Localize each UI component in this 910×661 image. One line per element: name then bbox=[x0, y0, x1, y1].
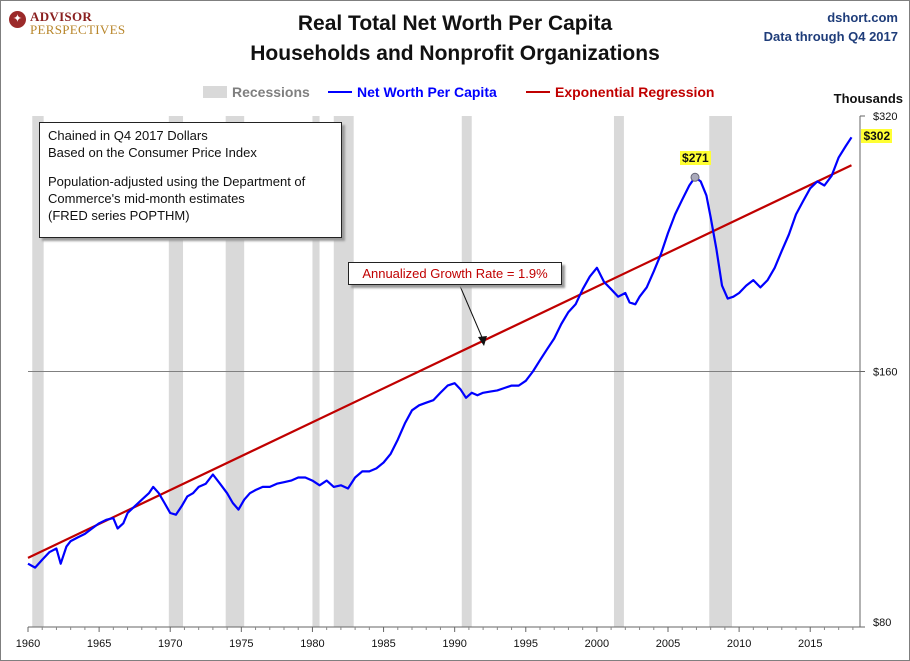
net-worth-line bbox=[27, 136, 853, 569]
source-note: Data through Q4 2017 bbox=[763, 29, 898, 44]
legend-net-worth: Net Worth Per Capita bbox=[328, 84, 497, 100]
methodology-note: Chained in Q4 2017 Dollars Based on the … bbox=[39, 122, 342, 238]
net-worth-swatch bbox=[328, 91, 352, 93]
source-block: dshort.com Data through Q4 2017 bbox=[764, 8, 898, 46]
x-tick-label-2010: 2010 bbox=[727, 638, 751, 650]
x-tick-label-1975: 1975 bbox=[229, 638, 253, 650]
y-tick-label-320: $320 bbox=[873, 111, 897, 123]
legend-net-worth-label: Net Worth Per Capita bbox=[357, 84, 497, 100]
x-tick-label-1990: 1990 bbox=[442, 638, 466, 650]
y-axis-units: Thousands bbox=[833, 91, 903, 106]
x-tick-label-2000: 2000 bbox=[585, 638, 609, 650]
regression-line bbox=[27, 164, 852, 559]
x-tick-label-2015: 2015 bbox=[798, 638, 822, 650]
chart-subtitle: Households and Nonprofit Organizations bbox=[250, 42, 660, 65]
axis-layer: 1960 1965 1970 1975 1980 1985 1990 1995 2000 2005… bbox=[16, 111, 898, 650]
x-tick-label-1980: 1980 bbox=[300, 638, 324, 650]
series-layer bbox=[27, 136, 853, 569]
growth-rate-annotation: Annualized Growth Rate = 1.9% bbox=[348, 262, 562, 285]
growth-arrow-line bbox=[459, 285, 485, 343]
recession-swatch bbox=[203, 86, 227, 98]
logo-line2: PERSPECTIVES bbox=[30, 22, 126, 37]
x-tick-label-1965: 1965 bbox=[87, 638, 111, 650]
note-line1: Chained in Q4 2017 Dollars bbox=[48, 128, 208, 143]
legend-recessions-label: Recessions bbox=[232, 84, 310, 100]
note-line2: Based on the Consumer Price Index bbox=[48, 145, 257, 160]
regression-swatch bbox=[526, 91, 550, 93]
x-tick-label-1970: 1970 bbox=[158, 638, 182, 650]
y-tick-label-80: $80 bbox=[873, 617, 891, 629]
peak-2007-callout: $271 bbox=[680, 151, 711, 166]
x-tick-label-1985: 1985 bbox=[371, 638, 395, 650]
logo-line1: ADVISOR bbox=[30, 9, 93, 24]
note-line3: Population-adjusted using the Department… bbox=[48, 174, 306, 189]
x-tick-label-1960: 1960 bbox=[16, 638, 40, 650]
legend-regression-label: Exponential Regression bbox=[555, 84, 715, 100]
legend-regression: Exponential Regression bbox=[526, 84, 714, 100]
peak-marker bbox=[690, 172, 700, 182]
latest-value-callout: $302 bbox=[861, 129, 893, 144]
note-line5: (FRED series POPTHM) bbox=[48, 208, 190, 223]
advisor-perspectives-logo: ✦ ADVISOR PERSPECTIVES bbox=[9, 9, 139, 39]
label-layer bbox=[459, 285, 487, 346]
source-site: dshort.com bbox=[827, 10, 898, 25]
x-tick-label-2005: 2005 bbox=[656, 638, 680, 650]
y-tick-label-160: $160 bbox=[873, 367, 897, 379]
note-line4: Commerce's mid-month estimates bbox=[48, 191, 245, 206]
compass-icon: ✦ bbox=[9, 11, 26, 28]
growth-arrow-head bbox=[478, 336, 487, 346]
legend-recessions: Recessions bbox=[203, 84, 310, 100]
chart-title: Real Total Net Worth Per Capita bbox=[297, 12, 613, 35]
legend: Recessions Net Worth Per Capita Exponent… bbox=[0, 84, 910, 102]
x-tick-label-1995: 1995 bbox=[514, 638, 538, 650]
